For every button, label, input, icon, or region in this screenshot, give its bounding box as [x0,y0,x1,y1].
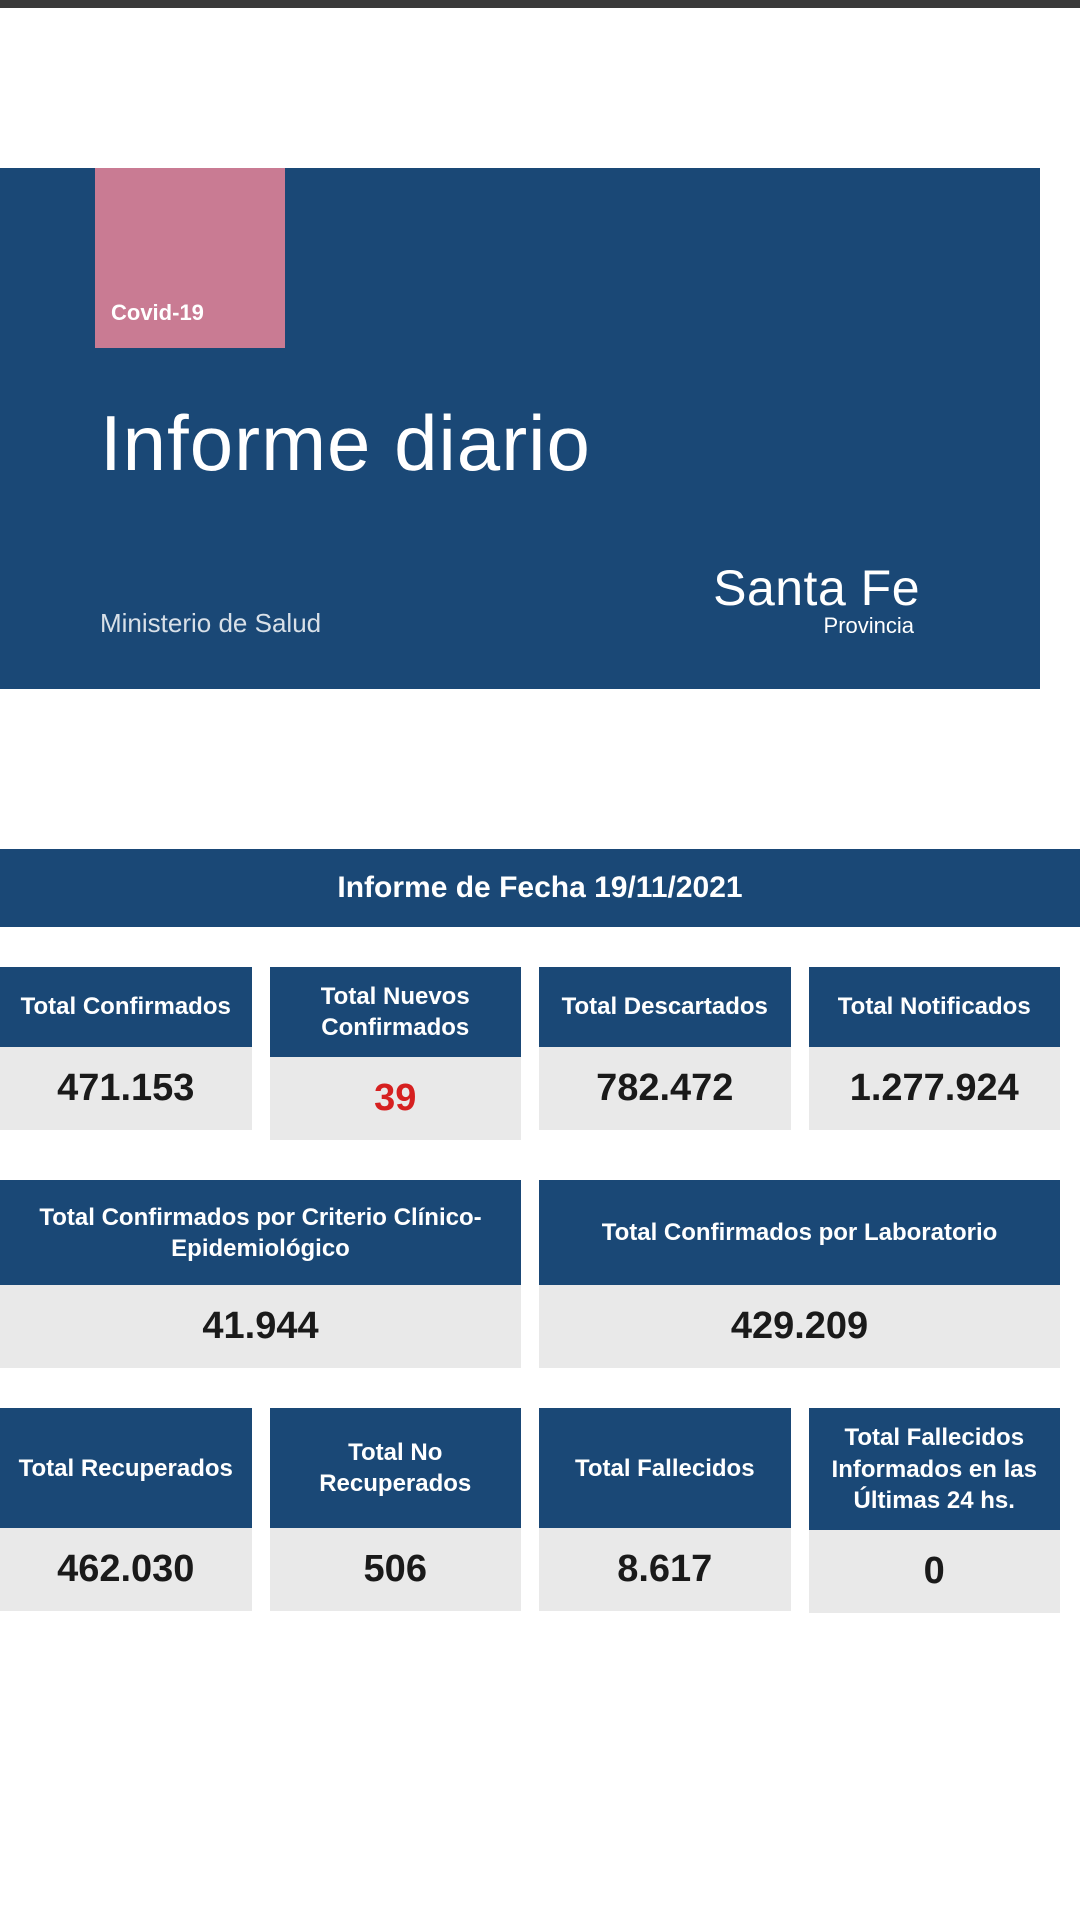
card-value: 506 [270,1528,522,1611]
card-value: 39 [270,1057,522,1140]
date-bar: Informe de Fecha 19/11/2021 [0,849,1080,927]
stats-row-1: Total Confirmados 471.153 Total Nuevos C… [0,967,1060,1140]
card-laboratorio: Total Confirmados por Laboratorio 429.20… [539,1180,1060,1368]
card-value: 8.617 [539,1528,791,1611]
card-label: Total Confirmados por Criterio Clínico-E… [0,1180,521,1285]
card-value: 41.944 [0,1285,521,1368]
card-fallecidos: Total Fallecidos 8.617 [539,1408,791,1613]
card-recuperados: Total Recuperados 462.030 [0,1408,252,1613]
gap [0,689,1080,849]
province-logo: Santa Fe Provincia [713,559,920,639]
card-no-recuperados: Total No Recuperados 506 [270,1408,522,1613]
card-label: Total Notificados [809,967,1061,1047]
top-strip [0,0,1080,8]
card-label: Total Recuperados [0,1408,252,1528]
card-criterio-clinico: Total Confirmados por Criterio Clínico-E… [0,1180,521,1368]
card-label: Total Confirmados por Laboratorio [539,1180,1060,1285]
ministry-label: Ministerio de Salud [100,608,321,639]
card-label: Total Nuevos Confirmados [270,967,522,1057]
card-label: Total Fallecidos Informados en las Últim… [809,1408,1061,1530]
hero-row: Ministerio de Salud Santa Fe Provincia [0,489,1040,639]
card-descartados: Total Descartados 782.472 [539,967,791,1140]
stats-section: Total Confirmados 471.153 Total Nuevos C… [0,967,1060,1613]
tag-text: Covid-19 [111,300,204,326]
card-value: 462.030 [0,1528,252,1611]
card-fallecidos-24h: Total Fallecidos Informados en las Últim… [809,1408,1061,1613]
card-nuevos-confirmados: Total Nuevos Confirmados 39 [270,967,522,1140]
card-value: 1.277.924 [809,1047,1061,1130]
card-value: 0 [809,1530,1061,1613]
card-label: Total Confirmados [0,967,252,1047]
hero: Covid-19 Informe diario Ministerio de Sa… [0,168,1040,689]
logo-main: Santa Fe [713,559,920,617]
stats-row-2: Total Confirmados por Criterio Clínico-E… [0,1180,1060,1368]
card-label: Total Descartados [539,967,791,1047]
card-notificados: Total Notificados 1.277.924 [809,967,1061,1140]
card-label: Total No Recuperados [270,1408,522,1528]
top-spacer [0,8,1080,168]
card-total-confirmados: Total Confirmados 471.153 [0,967,252,1140]
card-label: Total Fallecidos [539,1408,791,1528]
tag-box: Covid-19 [95,168,285,348]
hero-container: Covid-19 Informe diario Ministerio de Sa… [0,168,1040,689]
card-value: 471.153 [0,1047,252,1130]
card-value: 782.472 [539,1047,791,1130]
card-value: 429.209 [539,1285,1060,1368]
stats-row-3: Total Recuperados 462.030 Total No Recup… [0,1408,1060,1613]
